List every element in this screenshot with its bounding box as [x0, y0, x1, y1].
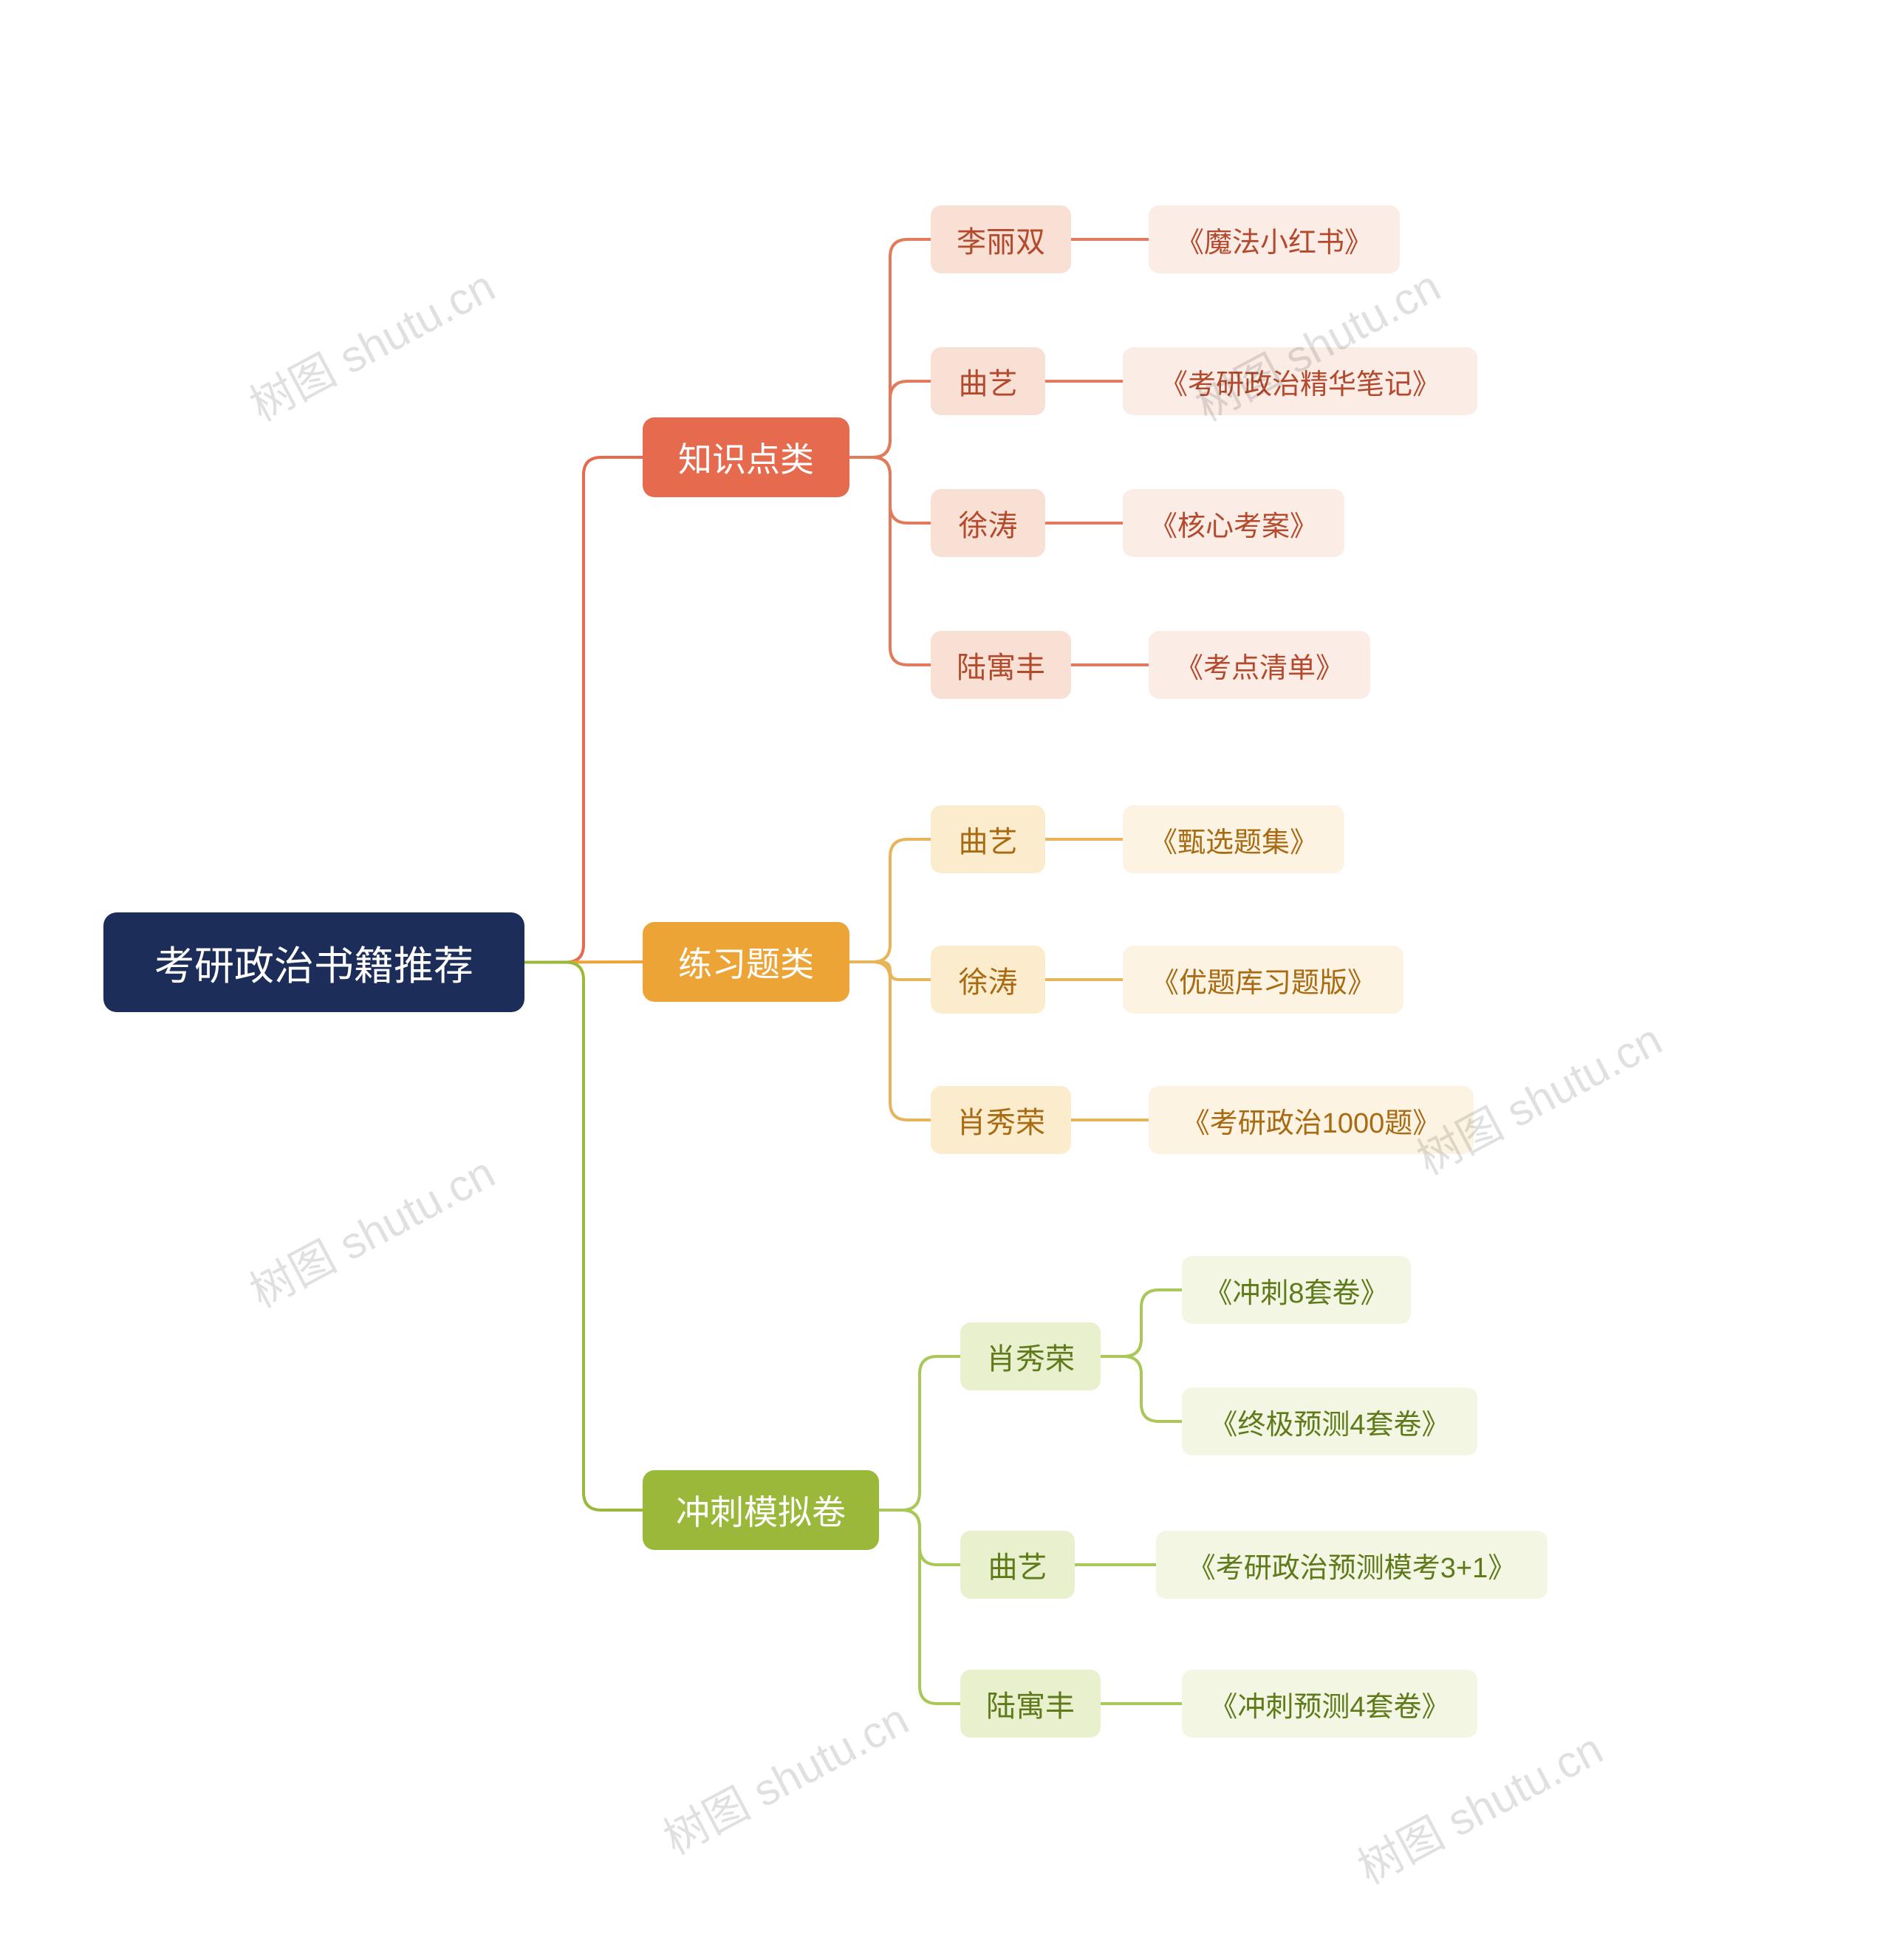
book-node: 《甄选题集》: [1123, 805, 1344, 873]
book-node: 《优题库习题版》: [1123, 946, 1403, 1014]
author-node: 曲艺: [960, 1531, 1075, 1599]
author-node: 徐涛: [931, 489, 1045, 557]
author-node: 肖秀荣: [931, 1086, 1071, 1154]
book-node: 《考点清单》: [1149, 631, 1370, 699]
book-node: 《终极预测4套卷》: [1182, 1387, 1477, 1455]
watermark: 树图 shutu.cn: [651, 1684, 918, 1867]
root-node: 考研政治书籍推荐: [103, 912, 524, 1012]
author-node: 曲艺: [931, 805, 1045, 873]
category-node: 知识点类: [643, 417, 849, 497]
book-node: 《冲刺8套卷》: [1182, 1256, 1411, 1324]
author-node: 陆寓丰: [960, 1670, 1101, 1738]
book-node: 《冲刺预测4套卷》: [1182, 1670, 1477, 1738]
author-node: 陆寓丰: [931, 631, 1071, 699]
book-node: 《魔法小红书》: [1149, 205, 1400, 273]
watermark: 树图 shutu.cn: [237, 1138, 505, 1320]
category-node: 冲刺模拟卷: [643, 1470, 879, 1550]
author-node: 李丽双: [931, 205, 1071, 273]
watermark: 树图 shutu.cn: [1345, 1714, 1613, 1896]
book-node: 《考研政治预测模考3+1》: [1156, 1531, 1548, 1599]
author-node: 肖秀荣: [960, 1322, 1101, 1390]
author-node: 徐涛: [931, 946, 1045, 1014]
author-node: 曲艺: [931, 347, 1045, 415]
book-node: 《考研政治精华笔记》: [1123, 347, 1477, 415]
watermark: 树图 shutu.cn: [237, 251, 505, 434]
book-node: 《考研政治1000题》: [1149, 1086, 1474, 1154]
category-node: 练习题类: [643, 922, 849, 1002]
book-node: 《核心考案》: [1123, 489, 1344, 557]
